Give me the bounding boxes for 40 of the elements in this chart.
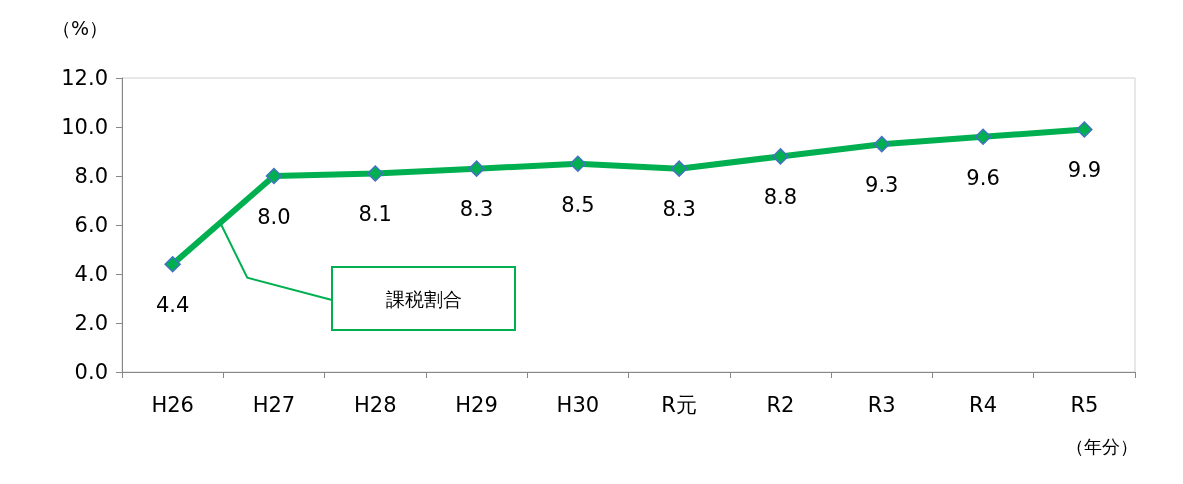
y-tick-label: 6.0	[74, 213, 108, 237]
text: 8.1	[358, 202, 392, 227]
x-tick-label: H29	[455, 392, 498, 417]
x-tick-label: R2	[766, 392, 795, 417]
text: 8.8	[763, 185, 798, 210]
text: 9.3	[865, 172, 899, 197]
y-tick-label: 8.0	[74, 164, 108, 188]
point	[873, 135, 890, 153]
x-axis-title: （年分）	[1066, 435, 1138, 457]
x-tick-label: H30	[556, 392, 600, 417]
text: 8.0	[257, 204, 291, 229]
x-tick-label: H27	[252, 392, 296, 417]
x-tick-label: R4	[969, 392, 998, 417]
point	[468, 160, 485, 177]
text: 4.4	[155, 292, 190, 317]
point	[974, 128, 992, 146]
text: 課税割合	[385, 287, 462, 310]
y-tick-label: 10.0	[61, 115, 108, 139]
point	[367, 165, 384, 182]
y-tick-label: 12.0	[61, 66, 108, 90]
x-tick-label: H26	[151, 392, 194, 417]
text: 9.9	[1067, 158, 1102, 183]
point	[1076, 121, 1093, 138]
y-axis-title: （%）	[52, 16, 109, 39]
x-tick-label: R5	[1070, 392, 1099, 417]
x-tick-label: R3	[867, 392, 896, 417]
point	[164, 255, 181, 273]
y-tick-label: 2.0	[74, 311, 108, 335]
point	[569, 155, 587, 172]
x-tick-label: R元	[661, 392, 697, 417]
point	[772, 148, 789, 165]
x-tick-label: H28	[353, 392, 397, 417]
text: 8.5	[561, 192, 595, 217]
text: 8.3	[662, 197, 696, 222]
point	[265, 167, 283, 185]
text: 9.6	[966, 165, 1000, 190]
y-tick-label: 0.0	[74, 360, 108, 384]
point	[670, 160, 688, 177]
y-tick-label: 4.0	[74, 262, 108, 286]
text: 8.3	[459, 197, 494, 222]
